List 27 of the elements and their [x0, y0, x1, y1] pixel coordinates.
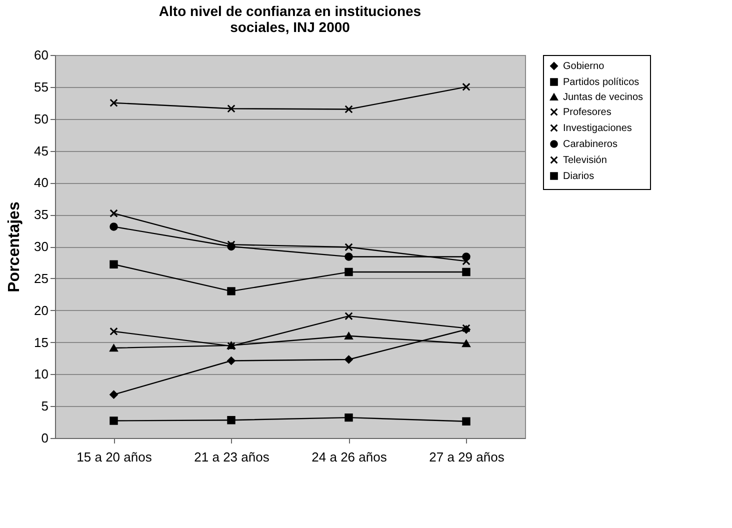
chart-title: Alto nivel de confianza en instituciones sociales, INJ 2000 [158, 3, 422, 35]
x-tick-label: 21 a 23 años [194, 450, 270, 464]
x-tick-label: 27 a 29 años [429, 450, 505, 464]
y-tick-label: 25 [34, 270, 48, 286]
y-tick-label: 35 [34, 207, 48, 222]
legend-label: Partidos políticos [563, 77, 640, 88]
legend-label: Carabineros [563, 139, 618, 150]
y-axis-title: Porcentajes [6, 202, 24, 292]
y-tick-label: 60 [34, 48, 48, 62]
x-tick-label: 15 a 20 años [76, 450, 152, 464]
legend-label: Gobierno [563, 61, 605, 72]
y-tick-label: 55 [34, 79, 48, 94]
y-tick-label: 50 [34, 111, 48, 126]
y-tick-label: 45 [34, 143, 48, 158]
y-tick-label: 20 [34, 302, 48, 318]
y-tick-label: 10 [34, 366, 48, 382]
y-tick-label: 30 [34, 239, 48, 254]
x-tick-label: 24 a 26 años [312, 450, 388, 464]
y-tick-label: 0 [41, 430, 48, 446]
y-tick-label: 5 [41, 398, 48, 414]
y-tick-label: 40 [34, 175, 48, 190]
legend-label: Diarios [563, 171, 594, 182]
legend-label: Investigaciones [563, 123, 632, 134]
legend-label: Televisión [563, 155, 607, 166]
y-tick-label: 15 [34, 334, 48, 350]
legend-label: Profesores [563, 107, 612, 118]
legend-label: Juntas de vecinos [563, 92, 644, 103]
